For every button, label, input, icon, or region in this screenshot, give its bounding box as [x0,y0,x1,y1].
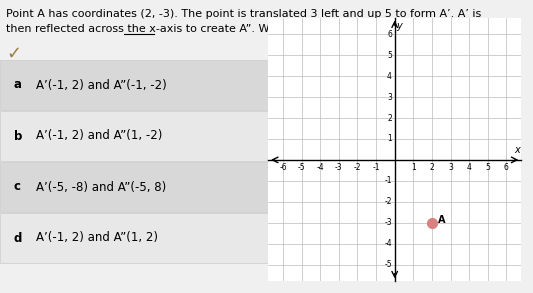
Text: 4: 4 [387,72,392,81]
Text: Point ​A has coordinates (2, -3). The point is translated 3 left and up 5 to for: Point ​A has coordinates (2, -3). The po… [6,9,481,19]
Text: -2: -2 [354,163,361,172]
Text: 6: 6 [387,30,392,39]
Text: -3: -3 [384,218,392,227]
Text: -6: -6 [279,163,287,172]
Text: a: a [14,79,22,91]
Bar [0,162,268,212]
Text: 4: 4 [467,163,472,172]
Text: 1: 1 [411,163,416,172]
Text: 5: 5 [387,51,392,60]
Text: -1: -1 [384,176,392,185]
Text: -1: -1 [373,163,380,172]
Text: -3: -3 [335,163,343,172]
Text: A’(-1, 2) and A”(1, -2): A’(-1, 2) and A”(1, -2) [36,130,163,142]
Text: A: A [439,214,446,224]
Text: ✓: ✓ [6,45,21,63]
Text: x: x [514,146,520,156]
Text: y: y [397,21,402,31]
Text: -4: -4 [384,239,392,248]
Text: d: d [14,231,22,244]
Text: -4: -4 [317,163,324,172]
Text: -5: -5 [298,163,305,172]
Text: 3: 3 [448,163,453,172]
Bar [0,111,268,161]
Text: -2: -2 [384,197,392,206]
Text: A’(-1, 2) and A”(-1, -2): A’(-1, 2) and A”(-1, -2) [36,79,167,91]
Text: A’(-1, 2) and A”(1, 2): A’(-1, 2) and A”(1, 2) [36,231,158,244]
Text: 6: 6 [504,163,509,172]
Bar [0,60,268,110]
Text: -5: -5 [384,260,392,269]
Text: 2: 2 [387,113,392,122]
Text: A’(-5, -8) and A”(-5, 8): A’(-5, -8) and A”(-5, 8) [36,180,166,193]
Text: 2: 2 [430,163,434,172]
Text: c: c [14,180,21,193]
Text: b: b [14,130,22,142]
Text: 3: 3 [387,93,392,102]
Text: 1: 1 [387,134,392,144]
Text: then reflected across the ​x-axis to create ​A”. What are the coordinates of ​A’: then reflected across the ​x-axis to cre… [6,24,475,34]
Bar [0,213,268,263]
Text: 5: 5 [486,163,490,172]
